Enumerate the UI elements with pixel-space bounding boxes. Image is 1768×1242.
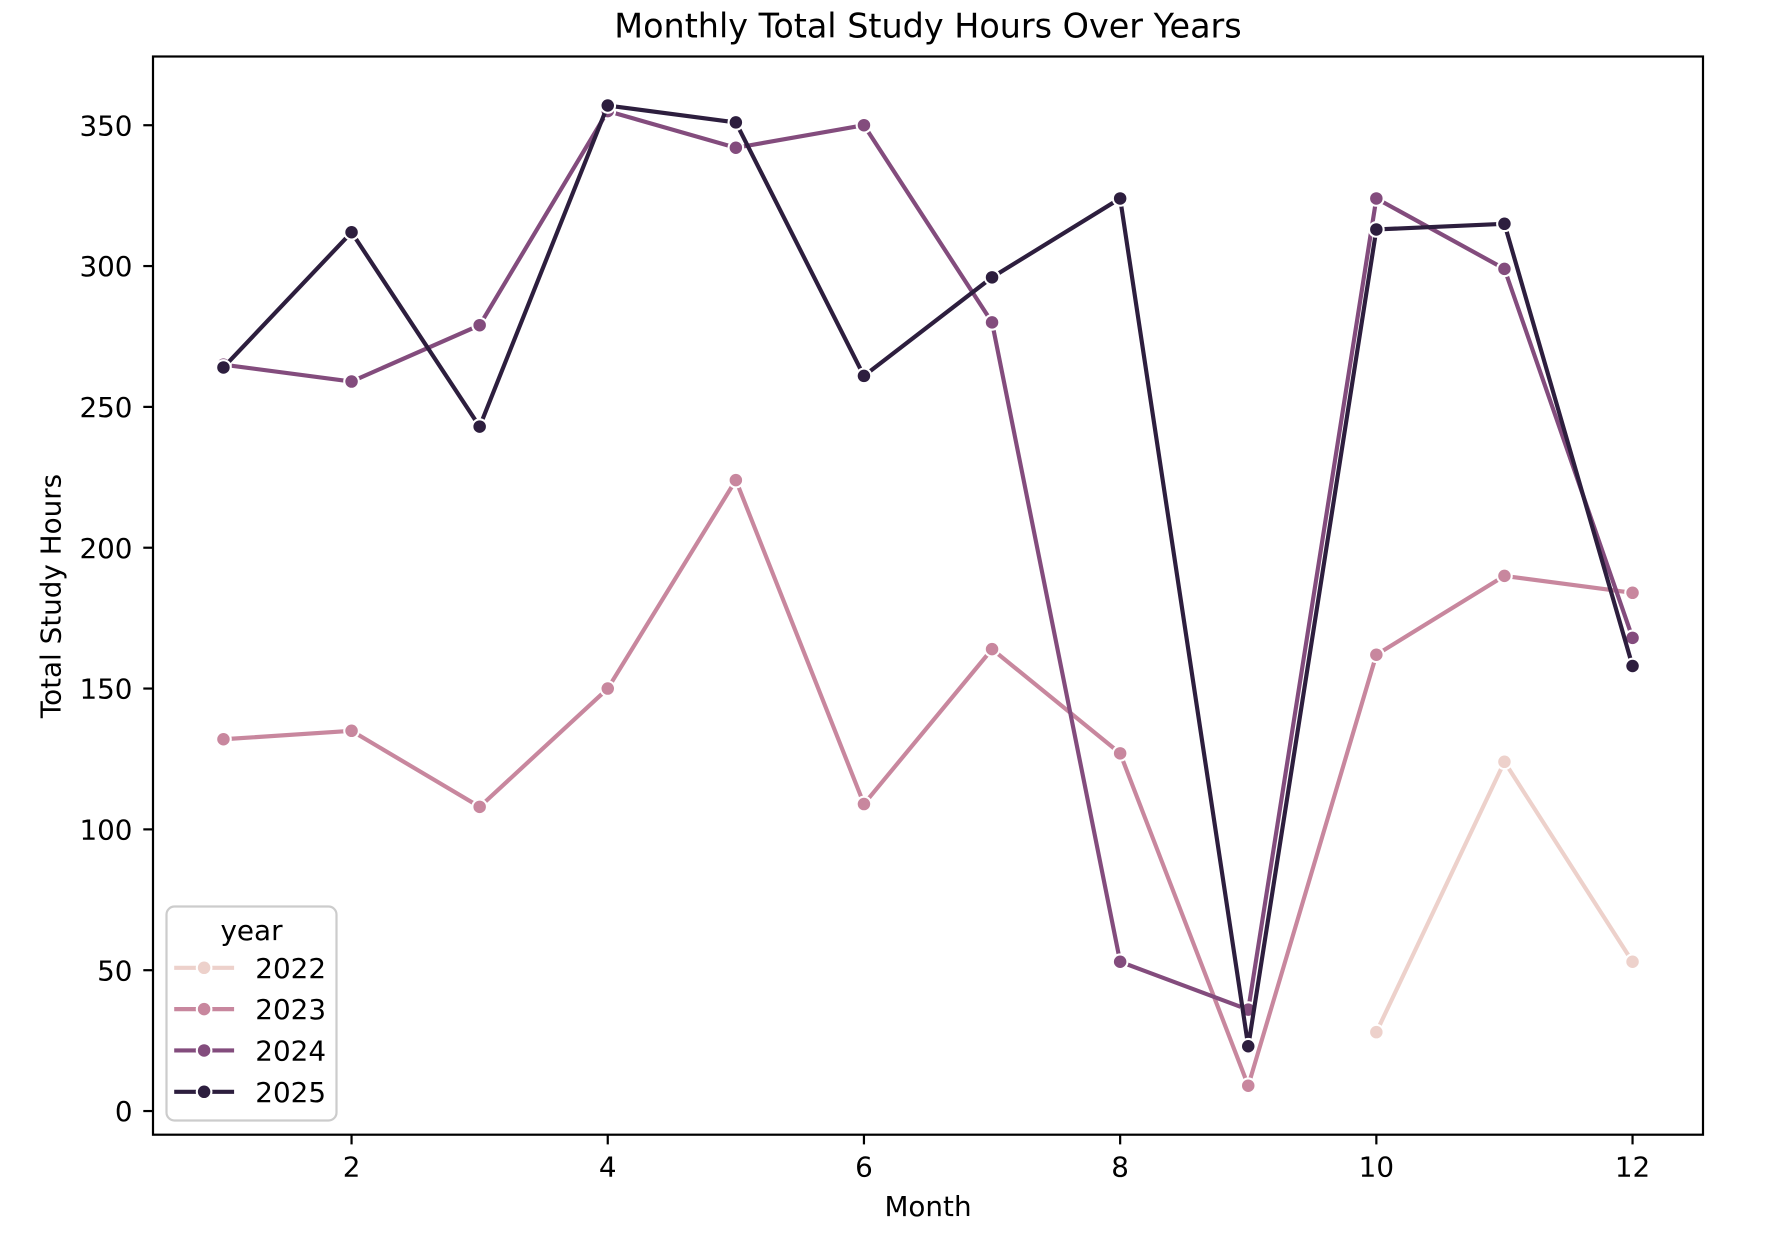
legend-label-2023: 2023 <box>255 993 326 1026</box>
marker-2023-month-9 <box>1239 1077 1257 1095</box>
series-line-2024 <box>221 109 1635 1012</box>
marker-2024-month-5 <box>727 139 745 157</box>
marker-2025-month-12 <box>1624 657 1641 675</box>
marker-2024-month-6 <box>855 116 873 134</box>
marker-2025-month-9 <box>1239 1037 1257 1055</box>
marker-2024-month-7 <box>983 314 1001 331</box>
x-tick-label: 6 <box>855 1151 873 1184</box>
y-tick-label: 350 <box>79 109 132 142</box>
marker-2025-month-5 <box>727 114 745 131</box>
marker-2024-month-3 <box>471 316 489 334</box>
legend-label-2022: 2022 <box>255 952 326 985</box>
y-tick-label: 50 <box>97 954 132 987</box>
legend-title: year <box>220 914 283 947</box>
y-tick-label: 200 <box>79 532 132 565</box>
legend-swatch-marker-2022 <box>195 959 213 977</box>
marker-2023-month-7 <box>983 640 1001 658</box>
marker-2025-month-4 <box>599 97 617 114</box>
marker-2025-month-6 <box>855 367 873 385</box>
plot-frame <box>151 55 1705 1136</box>
marker-2025-month-8 <box>1111 190 1129 207</box>
marker-2024-month-11 <box>1496 260 1513 278</box>
marker-2022-month-10 <box>1367 1023 1385 1041</box>
marker-2024-month-8 <box>1111 953 1129 971</box>
series-line-2023 <box>221 478 1635 1088</box>
x-tick-label: 8 <box>1111 1151 1129 1184</box>
legend-label-2024: 2024 <box>255 1035 326 1068</box>
marker-2024-month-2 <box>343 373 360 390</box>
marker-2025-month-1 <box>215 359 232 376</box>
y-tick-label: 250 <box>79 391 132 424</box>
y-axis-label: Total Study Hours <box>34 474 67 719</box>
marker-2022-month-12 <box>1624 953 1641 971</box>
marker-2025-month-2 <box>343 223 360 241</box>
legend: year 2022 2023 2024 2025 <box>165 905 338 1122</box>
series-line-2025 <box>221 103 1635 1049</box>
y-axis-ticks: 0 50 100 150 200 250 300 350 <box>79 109 153 1128</box>
legend-swatch-marker-2025 <box>195 1083 213 1101</box>
legend-swatch-marker-2024 <box>195 1042 213 1059</box>
marker-2023-month-3 <box>471 798 489 816</box>
marker-2023-month-2 <box>343 722 360 740</box>
marker-2023-month-10 <box>1367 646 1385 664</box>
x-tick-label: 2 <box>343 1151 361 1184</box>
marker-2023-month-4 <box>599 680 617 697</box>
y-tick-label: 0 <box>115 1095 133 1128</box>
y-tick-label: 300 <box>79 250 132 283</box>
marker-2023-month-5 <box>727 471 745 489</box>
x-tick-label: 10 <box>1359 1151 1394 1184</box>
marker-2024-month-10 <box>1367 190 1385 207</box>
x-tick-label: 12 <box>1615 1151 1650 1184</box>
chart-title: Monthly Total Study Hours Over Years <box>614 7 1241 46</box>
x-tick-label: 4 <box>599 1151 617 1184</box>
marker-2023-month-8 <box>1111 744 1129 762</box>
x-axis-ticks: 2 4 6 8 10 12 <box>343 1134 1650 1184</box>
marker-2025-month-10 <box>1367 221 1385 238</box>
marker-2022-month-11 <box>1496 753 1513 771</box>
marker-2025-month-3 <box>471 418 489 435</box>
marker-2023-month-6 <box>855 795 873 813</box>
legend-entries: 2022 2023 2024 2025 <box>174 952 326 1109</box>
marker-2023-month-12 <box>1624 584 1641 602</box>
y-tick-label: 150 <box>79 673 132 706</box>
legend-box <box>165 905 338 1122</box>
y-tick-label: 100 <box>79 813 132 846</box>
x-axis-label: Month <box>884 1190 971 1223</box>
series-line-2022 <box>1374 759 1635 1035</box>
data-series <box>215 97 1641 1095</box>
marker-2025-month-7 <box>983 268 1001 286</box>
legend-swatch-marker-2023 <box>195 1000 213 1018</box>
marker-2023-month-1 <box>215 730 232 748</box>
marker-2025-month-11 <box>1496 215 1513 233</box>
marker-2023-month-11 <box>1496 567 1513 585</box>
legend-label-2025: 2025 <box>255 1076 326 1109</box>
